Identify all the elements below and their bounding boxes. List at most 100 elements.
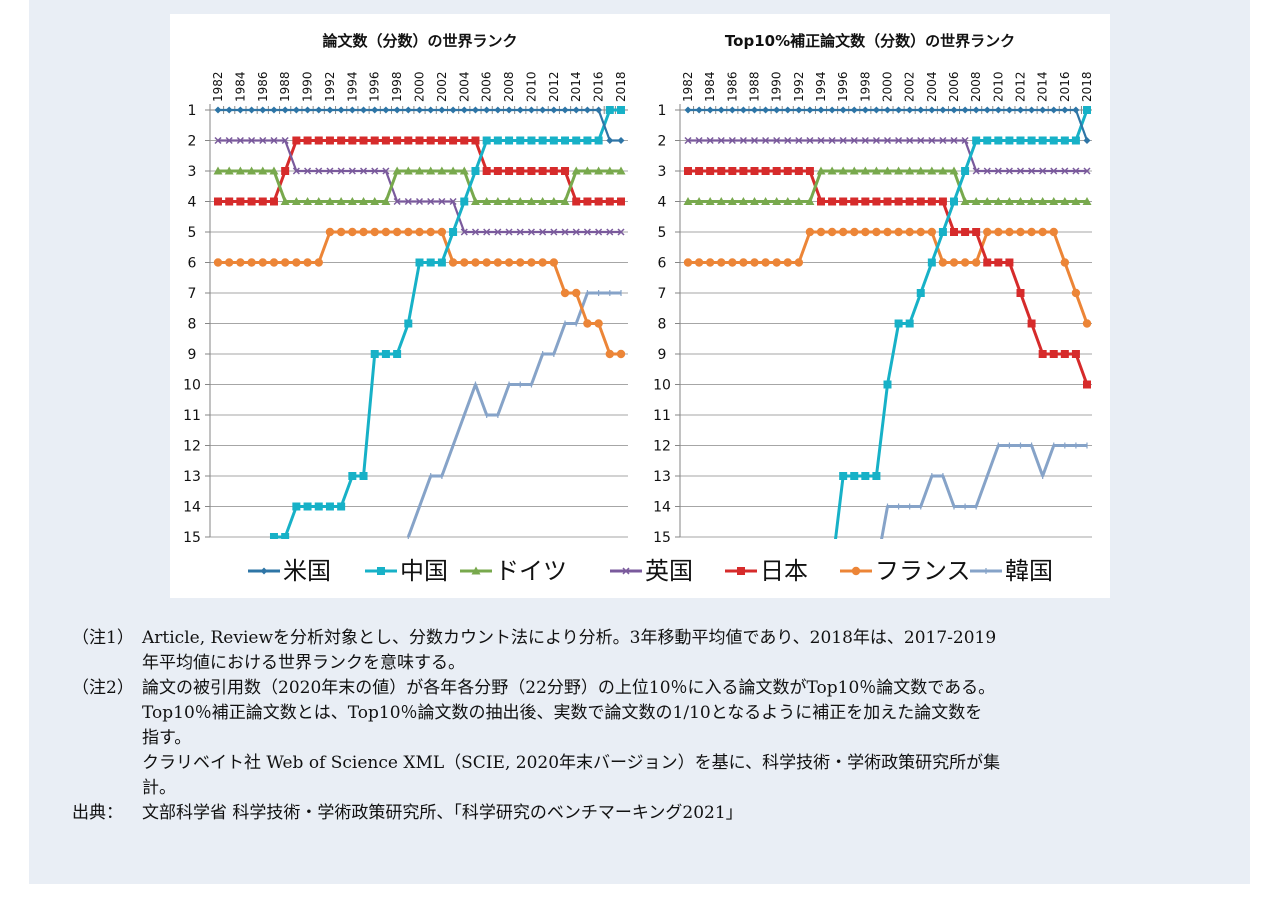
data-point — [348, 167, 356, 175]
data-point — [505, 106, 513, 114]
data-point — [906, 106, 914, 114]
data-point — [905, 319, 914, 328]
series-line — [406, 291, 621, 538]
y-tick-label: 11 — [183, 408, 201, 424]
x-tick-label: 2010 — [524, 71, 538, 102]
data-point — [393, 350, 402, 358]
legend-marker — [471, 566, 481, 575]
data-point — [359, 197, 369, 205]
legend-item: 韓国 — [970, 557, 1053, 585]
data-point — [259, 106, 267, 114]
data-point — [1071, 350, 1080, 358]
series-line — [688, 169, 1087, 203]
data-point — [717, 106, 725, 114]
data-point — [1083, 380, 1091, 389]
data-point — [605, 106, 614, 114]
data-point — [684, 136, 692, 145]
note-1-text: Article, Reviewを分析対象とし、分数カウント法により分析。3年移動… — [142, 628, 997, 648]
data-point — [950, 228, 958, 236]
x-tick-label: 2000 — [881, 71, 895, 102]
data-point — [460, 136, 469, 145]
data-point — [838, 166, 848, 175]
data-point — [471, 106, 479, 114]
data-point — [314, 258, 323, 267]
data-point — [795, 136, 803, 145]
data-point — [382, 106, 390, 114]
data-point — [337, 167, 345, 175]
series-英国 — [684, 136, 1091, 175]
x-tick-label: 1998 — [390, 71, 404, 102]
data-point — [371, 106, 379, 114]
data-point — [1061, 106, 1069, 114]
data-point — [795, 106, 803, 114]
data-point — [292, 167, 300, 175]
data-point — [727, 197, 737, 205]
data-point — [894, 166, 904, 175]
data-point — [794, 258, 804, 267]
data-point — [872, 227, 881, 237]
y-tick-label: 8 — [658, 317, 667, 333]
data-point — [928, 136, 936, 145]
data-point — [515, 197, 525, 205]
x-tick-label: 1988 — [278, 71, 292, 102]
data-point — [1004, 197, 1014, 205]
data-point — [828, 197, 837, 206]
data-point — [213, 166, 223, 175]
data-point — [994, 136, 1003, 145]
data-point — [1072, 106, 1080, 114]
data-point — [269, 166, 279, 175]
data-point — [437, 227, 447, 237]
data-point — [928, 106, 936, 114]
data-point — [224, 166, 234, 175]
data-point — [1049, 227, 1058, 237]
source-label: 出典： — [72, 803, 123, 823]
data-point — [861, 136, 869, 145]
data-point — [225, 197, 234, 206]
data-point — [281, 136, 289, 145]
data-point — [728, 106, 736, 114]
legend-marker — [851, 566, 861, 576]
data-point — [961, 136, 969, 145]
data-point — [538, 167, 547, 175]
data-point — [905, 197, 914, 206]
x-tick-label: 1994 — [814, 71, 828, 102]
data-point — [972, 106, 980, 114]
series-line — [218, 108, 621, 142]
legend-label: 中国 — [400, 557, 448, 585]
data-point — [1083, 106, 1091, 114]
data-point — [583, 228, 591, 236]
data-point — [950, 197, 958, 206]
data-point — [949, 166, 959, 175]
data-point — [872, 106, 880, 114]
data-point — [583, 106, 591, 114]
data-point — [982, 197, 992, 205]
legend-label: 米国 — [283, 557, 331, 585]
source-line: 出典： 文部科学省 科学技術・学術政策研究所、「科学研究のベンチマーキング202… — [72, 801, 1222, 826]
data-point — [1017, 106, 1024, 114]
legend-item: 米国 — [248, 557, 331, 585]
y-tick-label: 6 — [188, 256, 197, 272]
data-point — [370, 136, 379, 145]
data-point — [460, 258, 469, 267]
data-point — [605, 166, 615, 175]
data-point — [773, 106, 781, 114]
data-point — [427, 106, 435, 114]
data-point — [783, 258, 792, 267]
data-point — [348, 227, 357, 237]
data-point — [972, 167, 980, 175]
data-point — [927, 227, 937, 237]
data-point — [883, 380, 892, 389]
data-point — [225, 136, 233, 145]
data-point — [784, 106, 792, 114]
data-point — [750, 136, 759, 145]
data-point — [561, 136, 570, 145]
data-point — [449, 228, 458, 236]
data-point — [438, 197, 446, 206]
data-point — [415, 197, 424, 206]
data-point — [594, 136, 603, 145]
data-point — [772, 197, 782, 205]
data-point — [971, 197, 981, 205]
data-point — [493, 136, 502, 145]
note-2-text: 論文の被引用数（2020年末の値）が各年各分野（22分野）の上位10％に入る論文… — [142, 678, 996, 698]
data-point — [359, 167, 368, 175]
